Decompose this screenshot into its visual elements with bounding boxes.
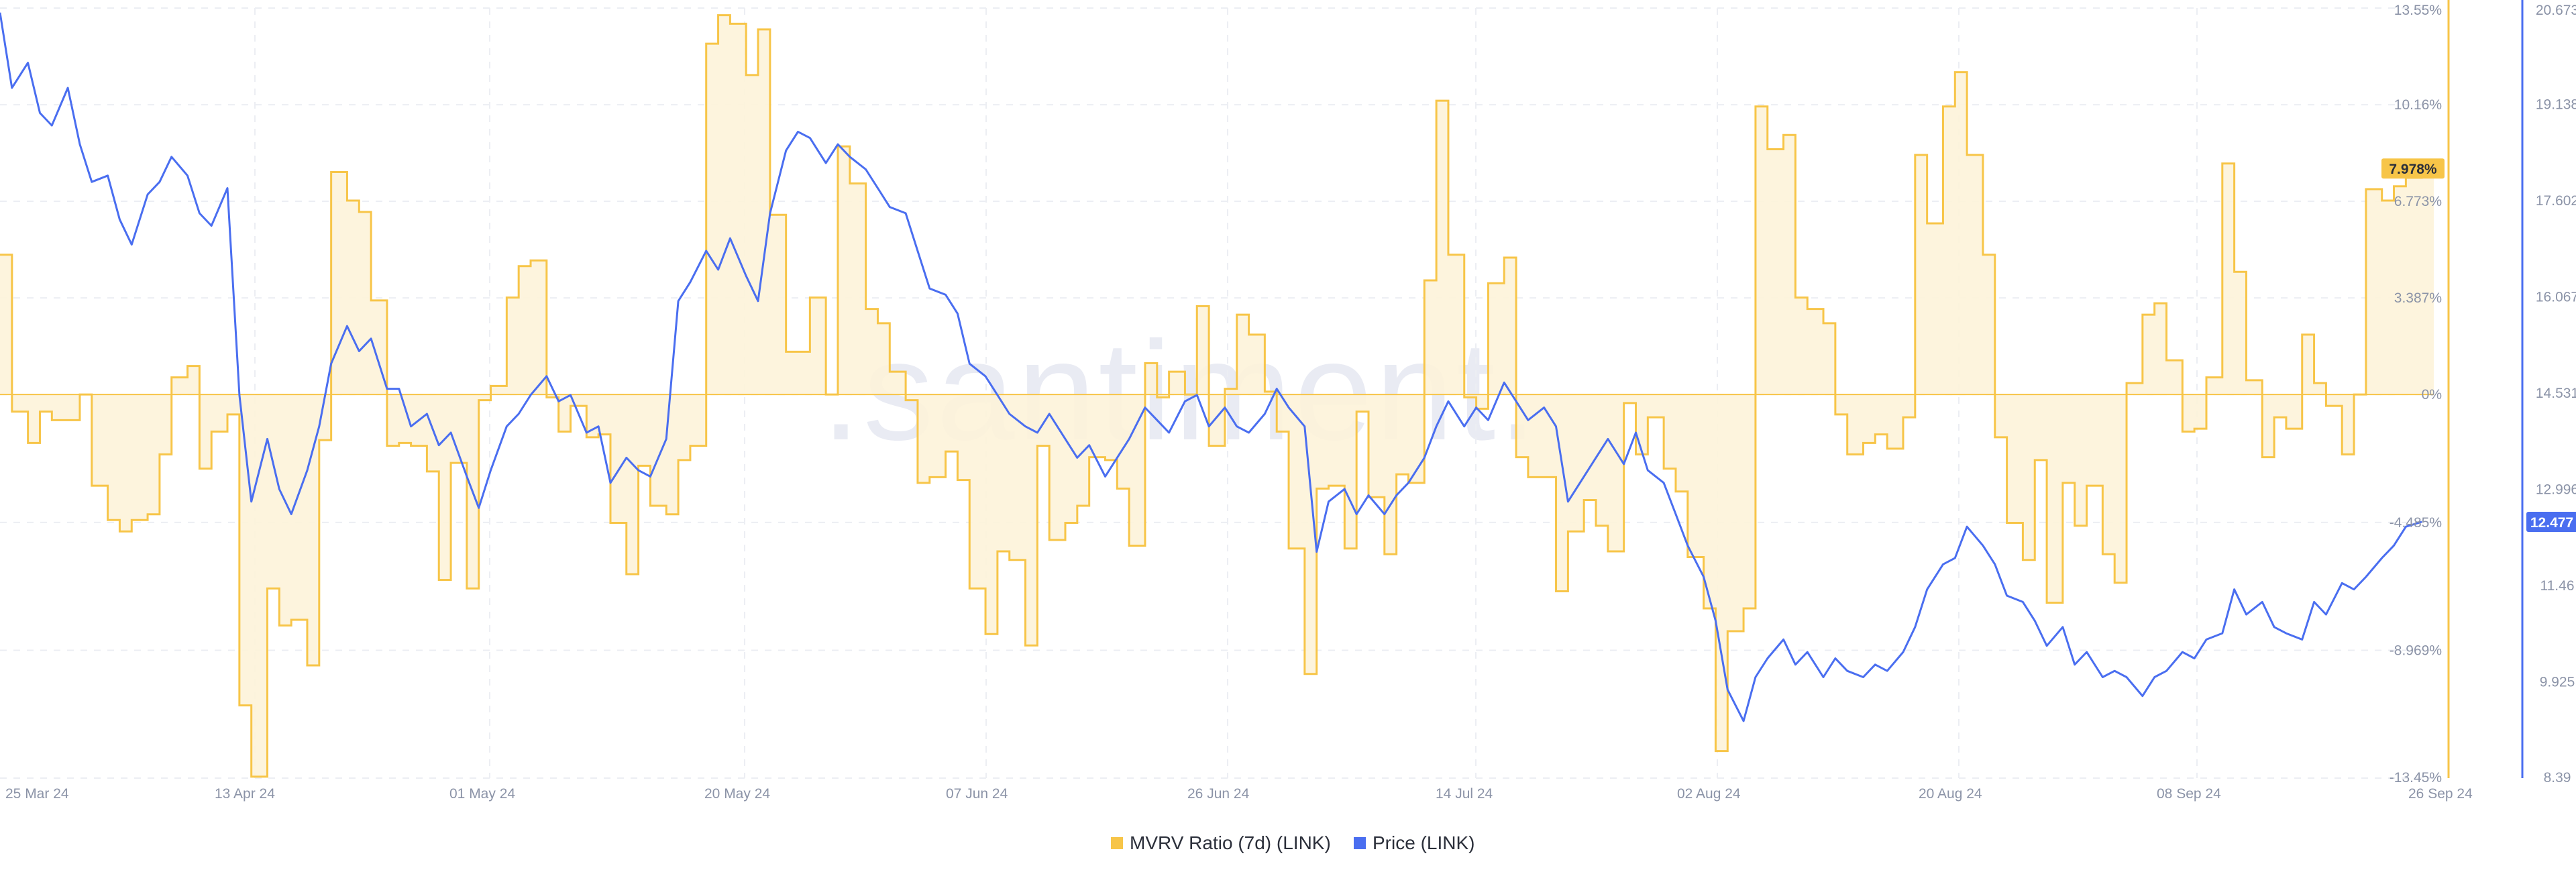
- right-tick-label: 8.39: [2544, 770, 2571, 785]
- x-tick-label: 26 Jun 24: [1187, 786, 1250, 802]
- left-tick-label: -13.45%: [2390, 770, 2442, 785]
- mvrv-area: [0, 15, 2434, 777]
- x-tick-label: 14 Jul 24: [1436, 786, 1493, 802]
- x-tick-label: 20 Aug 24: [1919, 786, 1982, 802]
- legend-label-price: Price (LINK): [1373, 832, 1474, 853]
- mvrv-last-value-label: 7.978%: [2389, 162, 2437, 177]
- x-tick-label: 01 May 24: [449, 786, 515, 802]
- right-tick-label: 12.996: [2536, 482, 2576, 498]
- price-last-value-badge: 12.477: [2526, 512, 2576, 533]
- price-line: [0, 12, 2422, 722]
- price-last-value-label: 12.477: [2530, 515, 2573, 531]
- price-series: [0, 12, 2422, 722]
- mvrv-series: [0, 14, 2434, 778]
- left-tick-label: 0%: [2422, 387, 2442, 402]
- x-tick-label: 13 Apr 24: [215, 786, 275, 802]
- x-tick-label: 07 Jun 24: [946, 786, 1008, 802]
- left-tick-label: -8.969%: [2390, 643, 2442, 658]
- right-tick-label: 9.925: [2540, 675, 2575, 690]
- legend-swatch-mvrv: [1111, 837, 1123, 849]
- right-tick-label: 19.138: [2536, 97, 2576, 112]
- left-tick-label: -4.485%: [2390, 515, 2442, 531]
- mvrv-area-fill: [0, 15, 2434, 777]
- mvrv-last-value-badge: 7.978%: [2381, 158, 2445, 179]
- legend: MVRV Ratio (7d) (LINK) Price (LINK): [1111, 832, 1474, 853]
- right-tick-label: 20.673: [2536, 3, 2576, 18]
- left-tick-label: 3.387%: [2394, 290, 2442, 306]
- x-tick-label: 08 Sep 24: [2157, 786, 2221, 802]
- x-tick-label: 25 Mar 24: [5, 786, 69, 802]
- left-tick-label: 6.773%: [2394, 194, 2442, 209]
- right-tick-label: 11.46: [2540, 578, 2575, 594]
- left-tick-label: 13.55%: [2394, 3, 2442, 18]
- legend-entry-mvrv[interactable]: MVRV Ratio (7d) (LINK): [1111, 832, 1331, 853]
- x-tick-label: 20 May 24: [704, 786, 770, 802]
- right-tick-label: 16.067: [2536, 289, 2576, 305]
- mvrv-line: [0, 14, 2434, 778]
- left-tick-label: 10.16%: [2394, 97, 2442, 113]
- x-tick-label: 02 Aug 24: [1677, 786, 1741, 802]
- legend-label-mvrv: MVRV Ratio (7d) (LINK): [1130, 832, 1331, 853]
- right-tick-label: 14.531: [2536, 386, 2576, 401]
- x-tick-label: 26 Sep 24: [2408, 786, 2473, 802]
- axes: 13.55% 10.16% 6.773% 3.387% 0% -4.485% -8.969%…: [5, 0, 2576, 802]
- legend-swatch-price: [1354, 837, 1366, 849]
- right-tick-label: 17.602: [2536, 193, 2576, 209]
- legend-entry-price[interactable]: Price (LINK): [1354, 832, 1474, 853]
